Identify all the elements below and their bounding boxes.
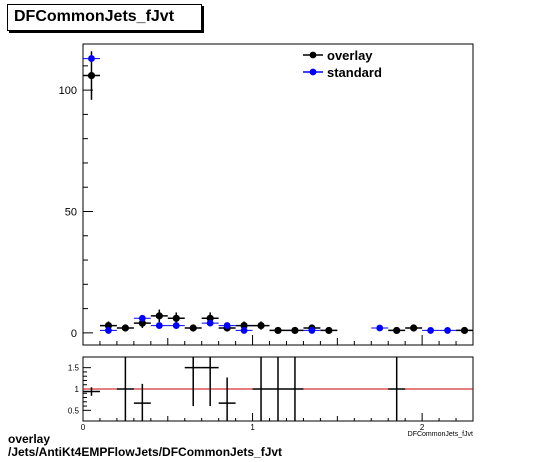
y-tick-label: 1 [75,385,80,394]
data-point-overlay [269,326,287,335]
data-point-standard [371,324,389,332]
data-point-standard [201,319,219,327]
legend-label: overlay [327,48,373,63]
legend-marker [309,68,317,76]
data-point-standard [439,327,457,334]
data-point-standard [150,322,168,329]
marker [308,327,316,334]
x-tick-label: 0 [81,423,86,432]
marker [393,326,401,335]
data-point-overlay [388,326,406,335]
marker [172,322,180,329]
footer-line-2: /Jets/AntiKt4EMPFlowJets/DFCommonJets_fJ… [8,445,283,459]
x-axis-label: DFCommonJets_fJvt [408,431,473,438]
data-point-overlay [252,321,270,330]
y-tick-label: 0.5 [68,406,80,415]
footer-caption: overlay /Jets/AntiKt4EMPFlowJets/DFCommo… [8,433,282,459]
main-plot-frame [82,43,474,346]
data-point-overlay [133,318,151,329]
data-point-standard [218,322,236,329]
marker [460,326,469,335]
legend-label: standard [327,65,382,80]
marker [104,321,113,330]
ratio-point [116,357,134,421]
marker [138,319,146,327]
data-point-standard [99,327,117,334]
ratio-point [269,357,287,421]
data-point-overlay [320,326,338,335]
marker [206,319,214,327]
data-point-standard [303,327,321,334]
main-y-axis: 0 50 100 [59,65,93,340]
ratio-point [83,387,100,396]
marker [138,314,146,322]
marker [105,327,112,334]
legend-entry-standard: standard [303,65,382,80]
marker [206,314,214,322]
data-point-standard [235,327,253,334]
marker [189,324,197,332]
data-point-standard [83,55,100,62]
marker [87,71,96,80]
data-point-standard [167,322,185,329]
ratio-series [83,357,406,421]
ratio-data-points [83,357,473,421]
marker [427,327,435,334]
legend: overlay standard [303,48,382,80]
data-point-overlay [286,326,304,335]
marker [274,326,282,335]
marker [155,322,163,329]
data-point-overlay [184,324,202,332]
marker [88,55,95,62]
main-x-axis [82,335,474,345]
ratio-point [184,357,202,407]
marker [444,327,451,334]
chart-title: DFCommonJets_fJvt [14,8,175,25]
data-point-overlay [405,324,423,332]
ratio-point [133,383,151,421]
marker [325,326,333,335]
main-data-points [83,51,473,335]
marker [172,314,180,322]
x-tick-label: 1 [250,423,255,432]
marker [223,322,231,329]
marker [291,326,299,335]
data-point-overlay [150,309,168,323]
data-point-overlay [116,324,134,332]
x-tick-label: 2 [420,423,425,432]
marker [240,321,248,330]
marker [121,324,129,332]
data-point-standard [133,314,151,322]
legend-marker [309,51,317,59]
ratio-point [286,357,304,421]
marker [240,327,248,334]
marker [257,321,265,330]
ratio-point [218,377,236,421]
marker [376,324,384,332]
data-point-overlay [456,326,473,335]
ratio-point [388,357,406,421]
marker [410,324,418,332]
marker [155,312,163,320]
ratio-point [201,357,219,407]
y-tick-label: 100 [59,85,77,97]
y-tick-label: 50 [65,206,77,218]
main-frame-rect [82,43,474,346]
y-tick-label: 1.5 [68,364,80,373]
y-tick-label: 0 [71,328,77,340]
chart-title-box: DFCommonJets_fJvt [7,4,202,31]
legend-entry-overlay: overlay [303,48,373,63]
footer-line-1: overlay [8,432,51,446]
ratio-point [252,357,270,421]
data-point-standard [422,327,440,334]
